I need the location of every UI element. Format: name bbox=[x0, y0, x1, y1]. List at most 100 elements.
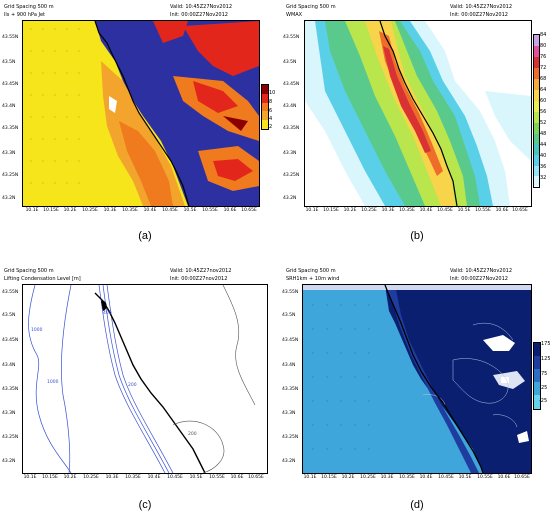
contour-label: 1000 bbox=[31, 328, 43, 333]
x-tick-label: 10.15E bbox=[323, 208, 339, 213]
panel-c-header-field: Lifting Condensation Level [m] bbox=[4, 276, 81, 282]
panel-a: Grid Spacing 500 m lls + 900 hPa Jet Val… bbox=[0, 0, 275, 250]
y-tick-label: 43.4N bbox=[2, 104, 16, 109]
panel-d: Grid Spacing 500 m SRH1km + 10m wind Val… bbox=[280, 262, 550, 516]
x-tick-label: 10.35E bbox=[122, 208, 138, 213]
colorbar-tick: 56 bbox=[540, 109, 547, 115]
panel-c-map: 1000 1000 400 200 200 bbox=[22, 284, 268, 474]
panel-b-map bbox=[304, 20, 532, 207]
panel-b-header-valid: Valid: 10:45Z27Nov2012 bbox=[450, 4, 513, 10]
x-tick-label: 10.15E bbox=[42, 475, 58, 480]
colorbar-tick: 25 bbox=[541, 385, 548, 391]
colorbar-tick: 84 bbox=[540, 32, 547, 38]
x-tick-label: 10.55E bbox=[209, 475, 225, 480]
y-tick-label: 43.25N bbox=[2, 435, 19, 440]
x-tick-label: 10.15E bbox=[43, 208, 59, 213]
panel-d-colorbar bbox=[533, 342, 541, 410]
panel-a-header-title: Grid Spacing 500 m bbox=[4, 4, 54, 10]
panel-c-caption: (c) bbox=[138, 499, 152, 511]
colorbar-tick: 80 bbox=[540, 43, 547, 49]
x-tick-label: 10.2E bbox=[341, 475, 355, 480]
x-tick-label: 10.4E bbox=[143, 208, 157, 213]
panel-b-header-init: Init: 00:00Z27Nov2012 bbox=[450, 12, 508, 18]
y-tick-label: 43.3N bbox=[2, 151, 16, 156]
colorbar-tick: 2 bbox=[269, 124, 273, 130]
panel-c-header-init: Init: 00:00Z27nov2012 bbox=[170, 276, 228, 282]
colorbar-tick: 8 bbox=[269, 99, 273, 105]
contour-label: 200 bbox=[128, 383, 137, 388]
x-tick-label: 10.65E bbox=[241, 208, 257, 213]
x-tick-label: 10.2E bbox=[63, 208, 77, 213]
colorbar-tick: -25 bbox=[539, 398, 548, 404]
panel-a-header-field: lls + 900 hPa Jet bbox=[4, 12, 46, 18]
y-tick-label: 43.3N bbox=[2, 411, 16, 416]
y-tick-label: 43.45N bbox=[283, 82, 300, 87]
contour-label: 1000 bbox=[47, 380, 59, 385]
y-tick-label: 43.55N bbox=[2, 290, 19, 295]
y-tick-label: 43.35N bbox=[2, 387, 19, 392]
x-tick-label: 10.4E bbox=[147, 475, 161, 480]
colorbar-tick: 76 bbox=[540, 54, 547, 60]
colorbar-tick: 72 bbox=[540, 65, 547, 71]
y-tick-label: 43.25N bbox=[2, 173, 19, 178]
y-tick-label: 43.45N bbox=[282, 338, 299, 343]
y-tick-label: 43.2N bbox=[2, 459, 16, 464]
contour-label: 400 bbox=[103, 311, 112, 316]
x-tick-label: 10.45E bbox=[162, 208, 178, 213]
x-tick-label: 10.5E bbox=[458, 475, 472, 480]
x-tick-label: 10.6E bbox=[230, 475, 244, 480]
colorbar-tick: 125 bbox=[541, 356, 550, 362]
panel-d-caption: (d) bbox=[410, 499, 424, 511]
y-tick-label: 43.5N bbox=[2, 313, 16, 318]
panel-d-header-valid: Valid: 10:45Z27Nov2012 bbox=[450, 268, 513, 274]
x-tick-label: 10.1E bbox=[305, 208, 319, 213]
x-tick-label: 10.3E bbox=[103, 208, 117, 213]
panel-c-header-title: Grid Spacing 500 m bbox=[4, 268, 54, 274]
panel-b-header-field: WMAX bbox=[286, 12, 303, 18]
colorbar-tick: 48 bbox=[540, 131, 547, 137]
colorbar-tick: 44 bbox=[540, 142, 547, 148]
x-tick-label: 10.25E bbox=[360, 475, 376, 480]
x-tick-label: 10.2E bbox=[63, 475, 77, 480]
x-tick-label: 10.4E bbox=[419, 475, 433, 480]
y-tick-label: 43.25N bbox=[282, 435, 299, 440]
y-tick-label: 43.25N bbox=[283, 173, 300, 178]
y-tick-label: 43.3N bbox=[282, 411, 296, 416]
x-tick-label: 10.45E bbox=[438, 475, 454, 480]
panel-a-caption: (a) bbox=[138, 230, 152, 242]
panel-a-header-init: Init: 00:00Z27Nov2012 bbox=[170, 12, 228, 18]
x-tick-label: 10.55E bbox=[475, 208, 491, 213]
y-tick-label: 43.55N bbox=[282, 290, 299, 295]
panel-d-map bbox=[302, 284, 532, 474]
y-tick-label: 43.2N bbox=[283, 196, 297, 201]
y-tick-label: 43.35N bbox=[282, 387, 299, 392]
y-tick-label: 43.35N bbox=[283, 126, 300, 131]
x-tick-label: 10.1E bbox=[23, 475, 37, 480]
x-tick-label: 10.3E bbox=[380, 475, 394, 480]
y-tick-label: 43.55N bbox=[283, 35, 300, 40]
colorbar-tick: 4 bbox=[269, 116, 273, 122]
x-tick-label: 10.65E bbox=[512, 208, 528, 213]
x-tick-label: 10.65E bbox=[514, 475, 530, 480]
panel-b-header-title: Grid Spacing 500 m bbox=[286, 4, 336, 10]
x-tick-label: 10.55E bbox=[202, 208, 218, 213]
panel-d-header-init: Init: 00:00Z27Nov2012 bbox=[450, 276, 508, 282]
colorbar-tick: 175 bbox=[541, 341, 550, 347]
panel-b: Grid Spacing 500 m WMAX Valid: 10:45Z27N… bbox=[280, 0, 550, 250]
x-tick-label: 10.15E bbox=[321, 475, 337, 480]
x-tick-label: 10.6E bbox=[495, 208, 509, 213]
x-tick-label: 10.65E bbox=[248, 475, 264, 480]
panel-a-colorbar bbox=[261, 84, 269, 130]
colorbar-tick: 68 bbox=[540, 76, 547, 82]
panel-a-header-valid: Valid: 10:45Z27Nov2012 bbox=[170, 4, 233, 10]
x-tick-label: 10.35E bbox=[399, 475, 415, 480]
colorbar-tick: 36 bbox=[540, 164, 547, 170]
x-tick-label: 10.2E bbox=[343, 208, 357, 213]
contour-label: 200 bbox=[188, 432, 197, 437]
x-tick-label: 10.3E bbox=[105, 475, 119, 480]
colorbar-tick: 75 bbox=[541, 371, 548, 377]
x-tick-label: 10.6E bbox=[223, 208, 237, 213]
panel-c-header-valid: Valid: 10:45Z27nov2012 bbox=[170, 268, 232, 274]
y-tick-label: 43.45N bbox=[2, 82, 19, 87]
x-tick-label: 10.35E bbox=[125, 475, 141, 480]
